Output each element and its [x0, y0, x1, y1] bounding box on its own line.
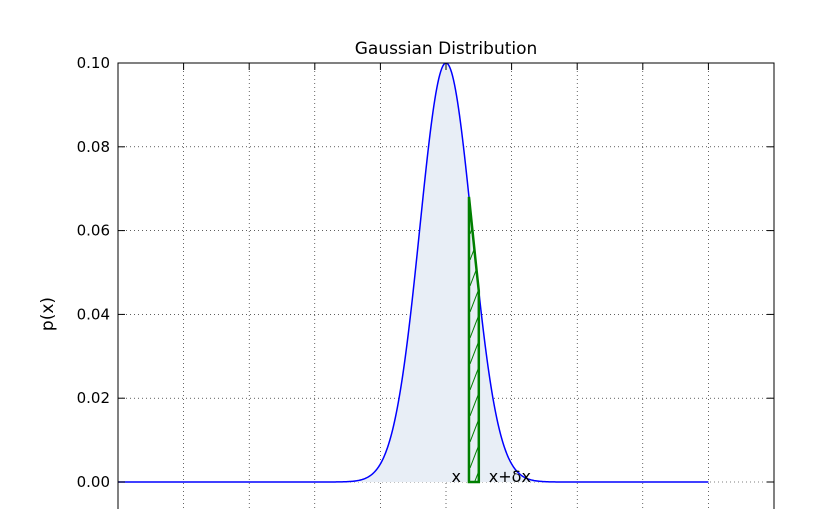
y-tick-labels: 0.00 0.02 0.04 0.06 0.08 0.10	[77, 54, 110, 491]
highlight-label-x: x	[451, 467, 460, 486]
highlight-label-x-plus-dx: x+δx	[489, 467, 531, 486]
y-tick-label: 0.08	[77, 138, 110, 156]
axis-ticks	[118, 62, 774, 483]
chart-title: Gaussian Distribution	[355, 39, 538, 59]
y-tick-label: 0.06	[77, 222, 110, 240]
distribution-area-fill	[118, 63, 709, 482]
highlight-bar	[467, 196, 481, 484]
highlight-interval	[467, 196, 481, 484]
y-tick-label: 0.10	[77, 54, 110, 72]
y-tick-label: 0.00	[77, 473, 110, 491]
y-axis-label: p(x)	[38, 297, 58, 331]
y-tick-label: 0.02	[77, 389, 110, 407]
distribution-curve	[118, 63, 709, 483]
y-tick-label: 0.04	[77, 305, 110, 323]
